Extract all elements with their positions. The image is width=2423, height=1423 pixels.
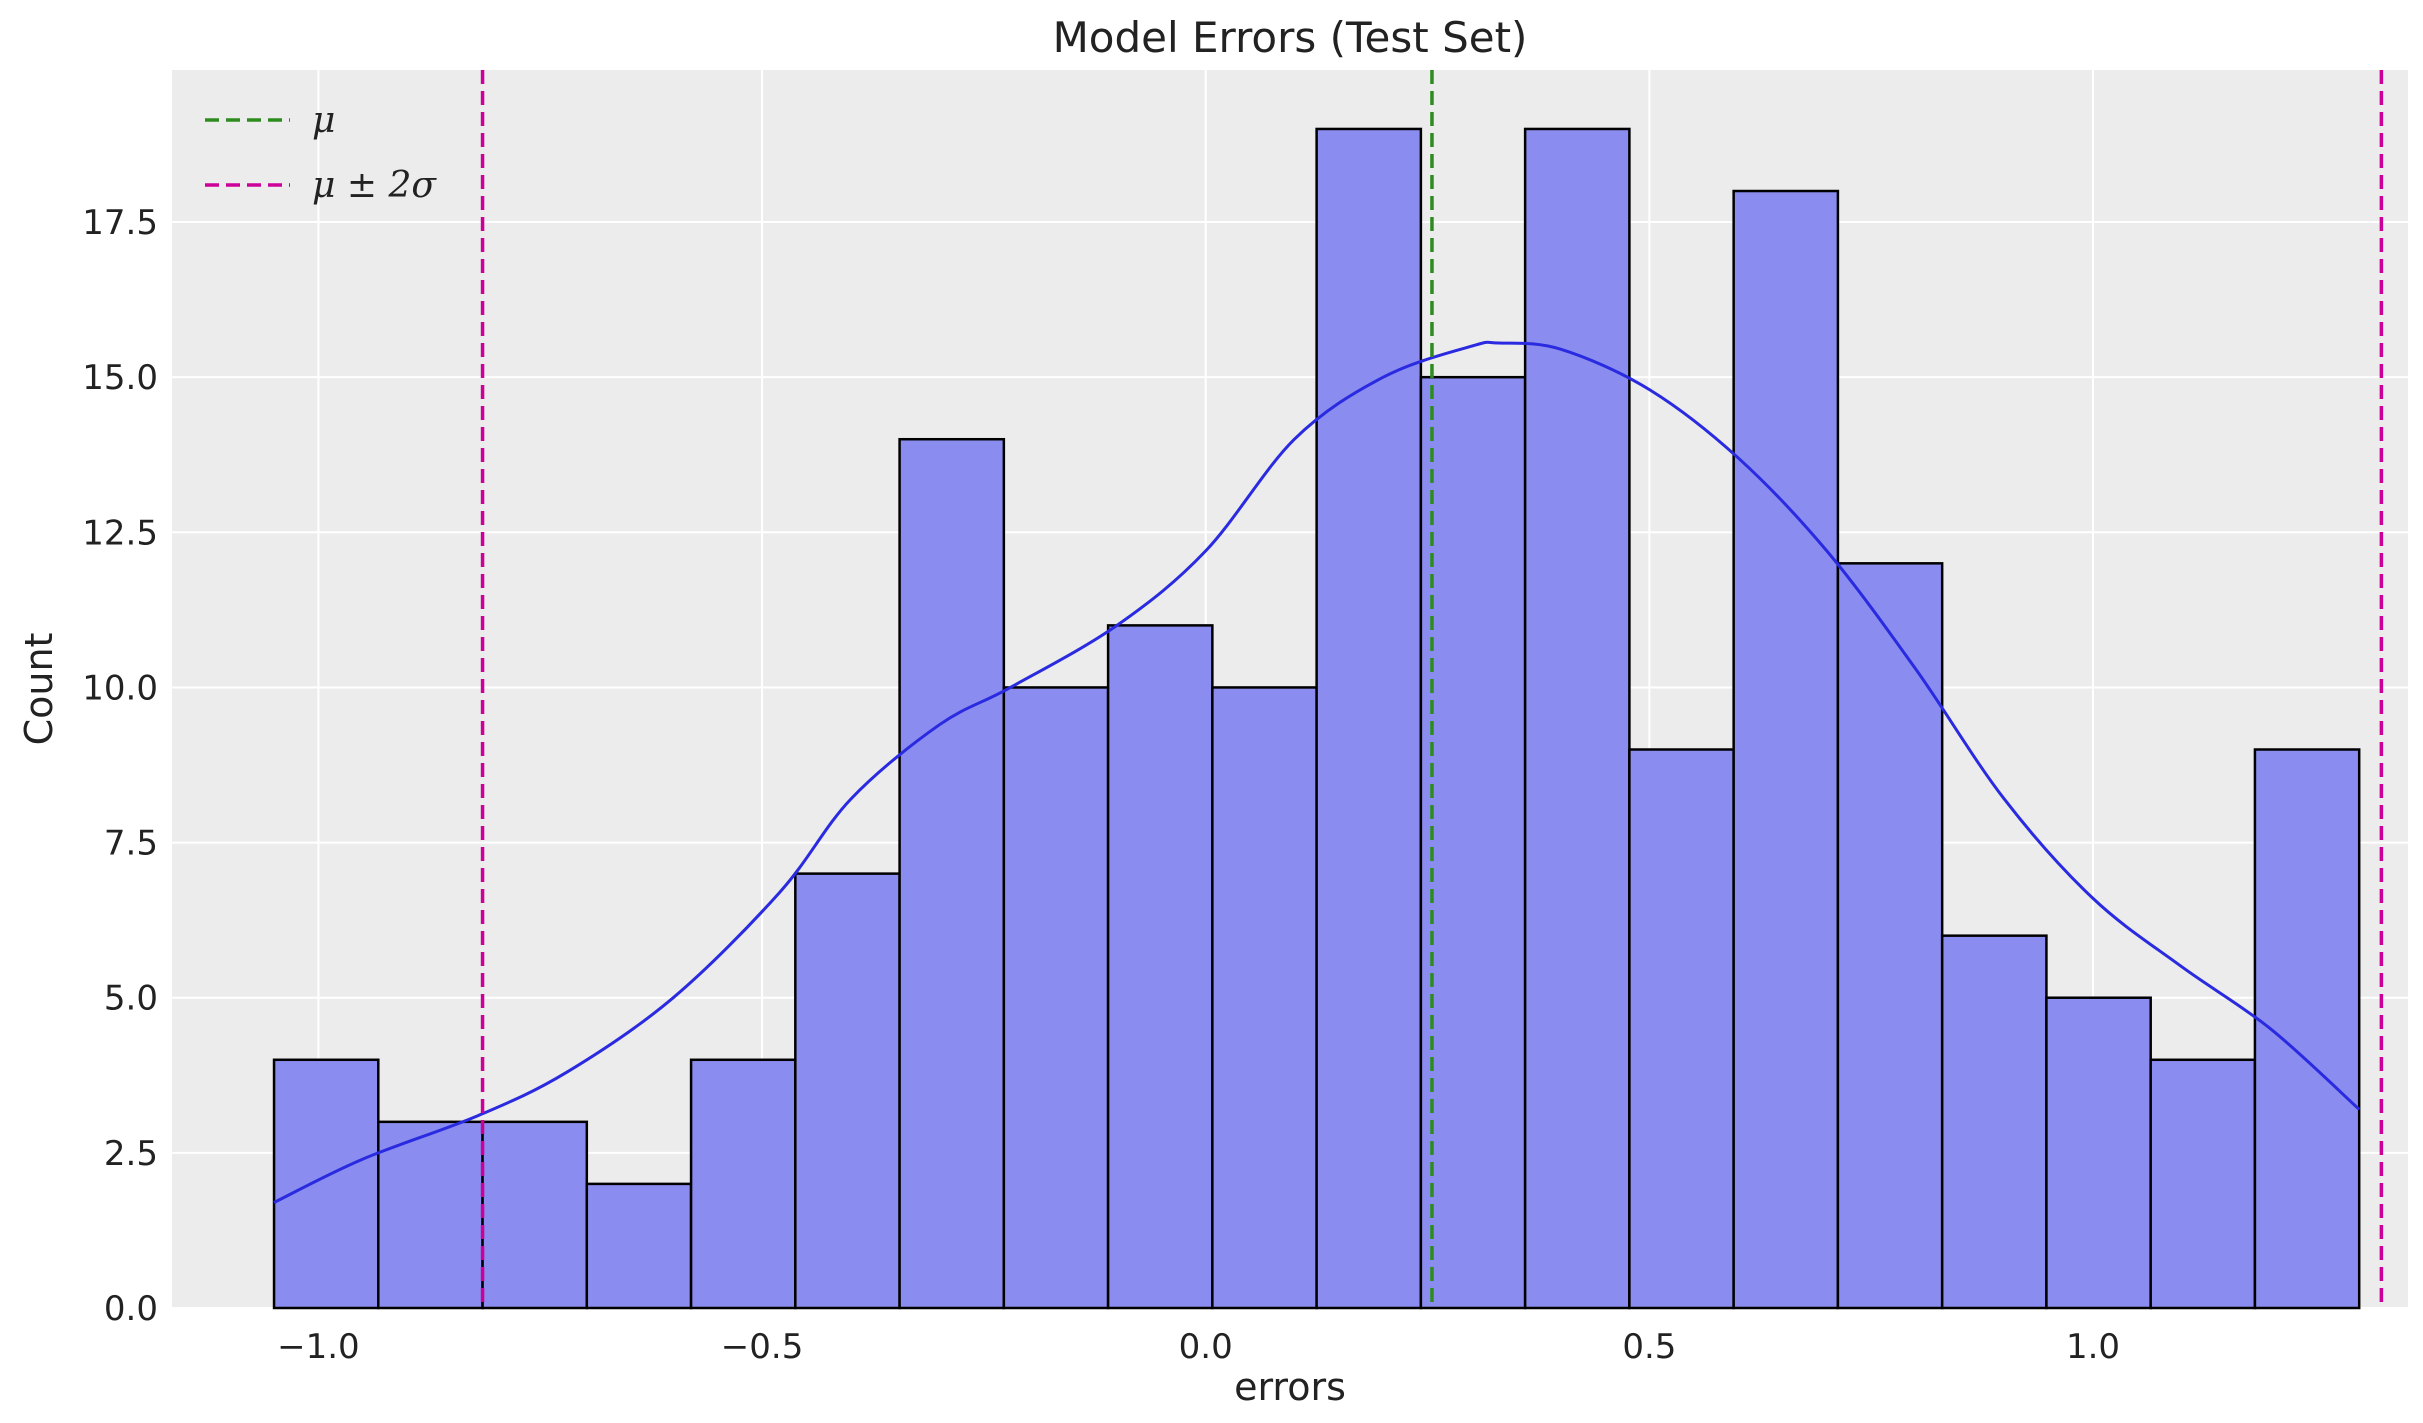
histogram-bar xyxy=(377,1120,484,1310)
histogram-bar xyxy=(1628,748,1735,1310)
legend: μ μ ± 2σ xyxy=(205,100,437,206)
legend-label: μ ± 2σ xyxy=(312,165,437,206)
y-tick-label: 2.5 xyxy=(104,1134,158,1174)
y-tick-label: 12.5 xyxy=(82,513,158,553)
histogram-bar xyxy=(1836,562,1944,1310)
histogram-bar xyxy=(481,1120,589,1310)
y-tick-label: 0.0 xyxy=(104,1289,158,1329)
x-tick-label: 1.0 xyxy=(2066,1327,2120,1367)
y-tick-label: 7.5 xyxy=(104,824,158,864)
histogram-bar xyxy=(1940,934,2048,1310)
histogram-bar xyxy=(1002,686,1110,1310)
histogram-bar xyxy=(689,1058,797,1310)
y-tick-label: 15.0 xyxy=(82,358,158,398)
y-axis-label: Count xyxy=(17,633,61,746)
histogram-bar xyxy=(1315,127,1423,1310)
y-tick-label: 5.0 xyxy=(104,979,158,1019)
histogram-bar xyxy=(585,1182,693,1310)
x-tick-label: 0.0 xyxy=(1179,1327,1233,1367)
histogram-bar xyxy=(1106,624,1214,1310)
y-tick-label: 17.5 xyxy=(82,203,158,243)
histogram-bar xyxy=(2149,1058,2257,1310)
histogram-bar xyxy=(2045,996,2152,1310)
x-tick-label: −0.5 xyxy=(721,1327,804,1367)
histogram-bars xyxy=(272,127,2361,1310)
x-tick-label: 0.5 xyxy=(1622,1327,1676,1367)
x-axis-label: errors xyxy=(1234,1365,1346,1409)
histogram-bar xyxy=(1419,375,1527,1310)
histogram-bar xyxy=(1523,127,1631,1310)
y-axis-ticks: 0.0 2.5 5.0 7.5 10.0 12.5 15.0 17.5 xyxy=(82,203,158,1329)
reference-lines xyxy=(480,70,2384,1308)
legend-label: μ xyxy=(312,100,335,141)
x-tick-label: −1.0 xyxy=(277,1327,360,1367)
y-tick-label: 10.0 xyxy=(82,668,158,708)
histogram-bar xyxy=(272,1058,380,1310)
x-axis-ticks: −1.0 −0.5 0.0 0.5 1.0 xyxy=(277,1327,2120,1367)
histogram-bar xyxy=(898,437,1006,1310)
histogram-bar xyxy=(794,872,901,1310)
kde-curve xyxy=(273,340,2361,1204)
histogram-bar xyxy=(1211,686,1318,1310)
chart-title: Model Errors (Test Set) xyxy=(1053,13,1528,62)
histogram-bar xyxy=(1732,189,1840,1310)
